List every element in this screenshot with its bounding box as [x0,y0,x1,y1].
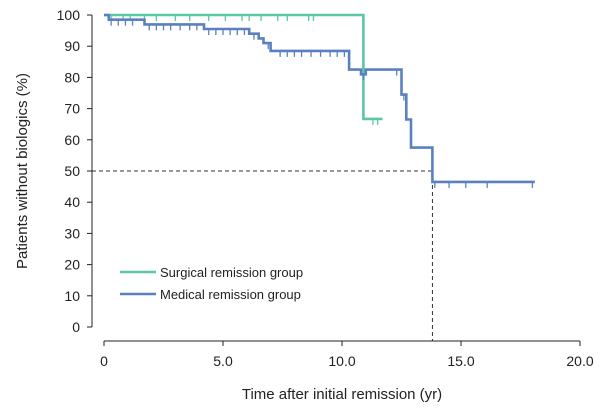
axes: 0 10 20 30 40 50 60 70 80 90 100 0 5.0 10.0 15.0 20.0 [57,7,594,369]
y-tick-label-50: 50 [64,163,80,179]
x-tick-label-15: 15.0 [447,353,474,369]
y-tick-label-70: 70 [64,101,80,117]
y-tick-label-80: 80 [64,69,80,85]
x-tick-label-0: 0 [100,353,108,369]
series-medical [104,13,535,188]
y-tick-label-100: 100 [57,7,81,23]
x-tick-label-20: 20.0 [566,353,593,369]
legend-label-medical: Medical remission group [160,287,301,302]
median-reference-lines [92,170,433,341]
legend: Surgical remission group Medical remissi… [120,265,303,302]
y-tick-label-0: 0 [72,319,80,335]
series-line-surgical [104,13,383,121]
legend-label-surgical: Surgical remission group [160,265,303,280]
y-tick-label-90: 90 [64,38,80,54]
x-tick-label-10: 10.0 [328,353,355,369]
x-axis-title: Time after initial remission (yr) [242,386,442,403]
series-surgical [104,13,383,125]
series-group [104,13,535,188]
y-tick-label-60: 60 [64,132,80,148]
x-tick-label-5: 5.0 [213,353,233,369]
y-tick-label-40: 40 [64,194,80,210]
y-tick-label-10: 10 [64,288,80,304]
y-axis-title: Patients without biologics (%) [14,73,31,269]
y-tick-label-30: 30 [64,225,80,241]
y-tick-label-20: 20 [64,257,80,273]
series-line-medical [104,13,535,184]
